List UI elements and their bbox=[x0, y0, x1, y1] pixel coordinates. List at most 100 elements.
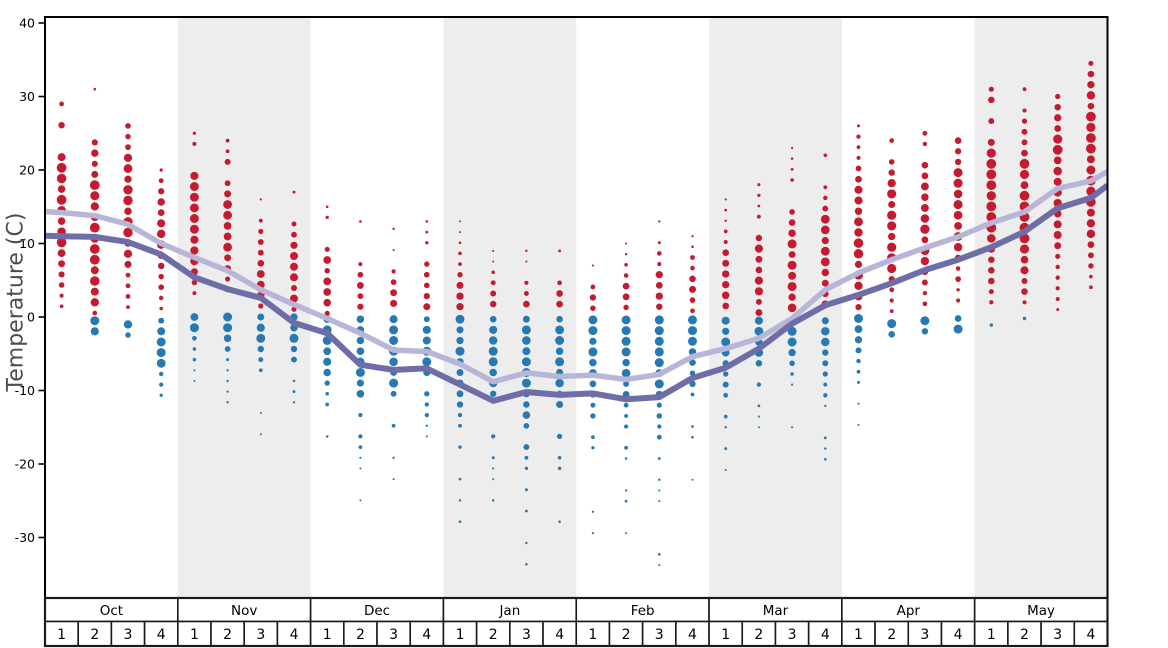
y-axis-tick-label: -10 bbox=[15, 383, 35, 398]
max-temp-dot bbox=[490, 290, 497, 297]
max-temp-dot bbox=[1086, 219, 1096, 228]
week-cell bbox=[608, 620, 644, 647]
max-temp-dot bbox=[853, 249, 864, 259]
min-temp-dot bbox=[591, 531, 595, 535]
max-temp-dot bbox=[689, 297, 696, 303]
max-temp-dot bbox=[489, 300, 497, 308]
max-temp-dot bbox=[224, 254, 232, 262]
max-temp-dot bbox=[986, 169, 997, 180]
min-temp-dot bbox=[787, 337, 797, 347]
max-temp-dot bbox=[724, 219, 727, 222]
week-number-label: 3 bbox=[124, 627, 133, 643]
max-temp-dot bbox=[323, 298, 332, 307]
max-temp-dot bbox=[123, 195, 133, 206]
max-temp-dot bbox=[622, 282, 630, 290]
max-temp-dot bbox=[921, 193, 929, 201]
max-temp-dot bbox=[456, 281, 464, 289]
max-temp-dot bbox=[125, 283, 131, 289]
min-temp-dot bbox=[522, 411, 531, 419]
max-temp-dot bbox=[289, 262, 299, 271]
max-temp-dot bbox=[722, 281, 730, 289]
max-temp-dot bbox=[459, 231, 461, 234]
max-temp-dot bbox=[1089, 274, 1093, 279]
y-axis-title: Temperature (C) bbox=[3, 212, 29, 392]
max-temp-dot bbox=[624, 252, 628, 256]
max-temp-dot bbox=[920, 203, 929, 212]
max-temp-dot bbox=[787, 239, 797, 249]
max-temp-dot bbox=[655, 271, 663, 279]
max-temp-dot bbox=[1055, 297, 1060, 301]
min-temp-dot bbox=[757, 404, 761, 408]
min-temp-dot bbox=[488, 346, 498, 356]
max-temp-dot bbox=[323, 288, 332, 296]
max-temp-dot bbox=[657, 262, 662, 267]
max-temp-dot bbox=[1087, 252, 1094, 259]
week-number-label: 4 bbox=[1086, 627, 1095, 643]
min-temp-dot bbox=[389, 378, 399, 388]
max-temp-dot bbox=[788, 229, 796, 237]
min-temp-dot bbox=[658, 564, 661, 567]
max-temp-dot bbox=[124, 175, 132, 183]
max-temp-dot bbox=[58, 121, 65, 129]
max-temp-dot bbox=[754, 244, 763, 253]
min-temp-dot bbox=[390, 390, 397, 397]
min-temp-dot bbox=[458, 520, 462, 523]
max-temp-dot bbox=[788, 293, 796, 301]
min-temp-dot bbox=[156, 348, 166, 358]
y-axis-tick-label: 30 bbox=[19, 89, 35, 104]
max-temp-dot bbox=[1020, 181, 1029, 189]
max-temp-dot bbox=[159, 306, 163, 311]
max-temp-dot bbox=[856, 155, 861, 160]
min-temp-dot bbox=[521, 357, 531, 367]
max-temp-dot bbox=[190, 235, 199, 244]
max-temp-dot bbox=[125, 123, 131, 129]
max-temp-dot bbox=[1055, 275, 1060, 280]
min-temp-dot bbox=[522, 315, 530, 323]
max-temp-dot bbox=[790, 146, 794, 150]
max-temp-dot bbox=[986, 201, 997, 212]
min-temp-dot bbox=[192, 347, 197, 351]
max-temp-dot bbox=[1053, 231, 1062, 239]
month-label: Mar bbox=[763, 603, 789, 619]
max-temp-dot bbox=[392, 227, 395, 231]
max-temp-dots-column bbox=[1052, 93, 1063, 312]
min-temp-dot bbox=[257, 313, 265, 321]
min-temp-dot bbox=[289, 333, 299, 343]
max-temp-dot bbox=[689, 285, 696, 293]
min-temp-dots-column bbox=[920, 316, 930, 335]
min-temp-dot bbox=[123, 320, 133, 329]
max-temp-dot bbox=[456, 303, 464, 311]
max-temp-dot bbox=[953, 189, 963, 199]
max-temp-dots-column bbox=[655, 220, 663, 310]
week-cell bbox=[708, 620, 744, 647]
max-temp-dot bbox=[1055, 264, 1060, 270]
min-temp-dot bbox=[989, 323, 993, 327]
min-temp-dot bbox=[823, 457, 827, 461]
y-axis-tick-label: -20 bbox=[15, 457, 35, 472]
max-temp-dot bbox=[1055, 93, 1061, 100]
max-temp-dot bbox=[223, 232, 232, 241]
max-temp-dot bbox=[1086, 133, 1096, 143]
max-temp-dot bbox=[91, 170, 99, 178]
min-temp-dot bbox=[821, 337, 830, 347]
week-number-label: 2 bbox=[1020, 627, 1029, 643]
min-temp-dot bbox=[323, 357, 332, 366]
max-temp-dot bbox=[1086, 208, 1095, 217]
min-temp-dot bbox=[624, 445, 629, 450]
max-temp-dot bbox=[189, 214, 199, 223]
min-temp-dot bbox=[721, 316, 730, 325]
max-temp-dot bbox=[1088, 60, 1094, 66]
min-temp-dot bbox=[555, 347, 564, 355]
max-temp-dot bbox=[1022, 87, 1027, 92]
y-axis-tick-label: 40 bbox=[19, 16, 35, 31]
max-temp-dot bbox=[590, 284, 596, 290]
week-cell bbox=[940, 620, 976, 647]
max-temp-dot bbox=[887, 263, 897, 274]
max-temp-dot bbox=[458, 251, 462, 256]
min-temp-dot bbox=[624, 457, 628, 460]
max-temp-dots-column bbox=[123, 123, 133, 309]
max-temp-dot bbox=[889, 287, 895, 293]
max-temp-dot bbox=[889, 138, 895, 143]
max-temp-dot bbox=[90, 202, 99, 211]
max-temp-dot bbox=[1022, 108, 1027, 113]
